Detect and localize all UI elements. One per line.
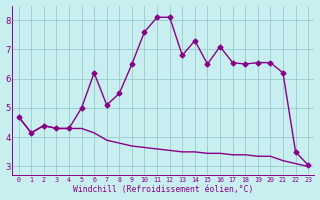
X-axis label: Windchill (Refroidissement éolien,°C): Windchill (Refroidissement éolien,°C) [73,185,253,194]
